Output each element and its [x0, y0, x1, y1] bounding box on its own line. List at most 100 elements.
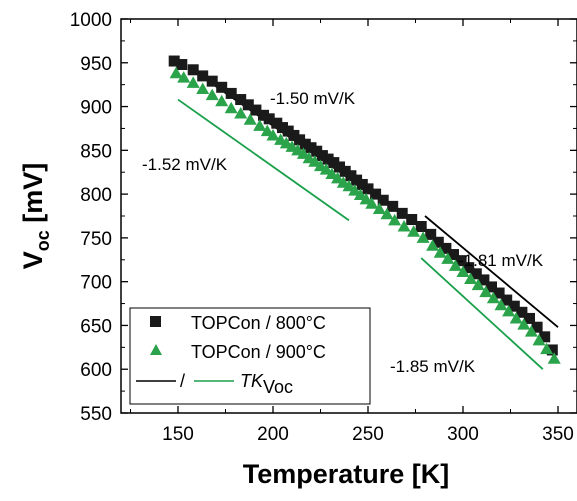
y-tick-label: 800 [80, 185, 112, 206]
annotation-slope-900-low: -1.52 mV/K [142, 155, 228, 174]
series-900-point [342, 179, 356, 192]
series-900-point [266, 128, 280, 141]
series-900-point [359, 192, 373, 205]
series-800-point [362, 183, 374, 195]
series-800-point [250, 104, 262, 116]
y-tick-label: 700 [80, 273, 112, 294]
x-tick-label: 350 [542, 424, 574, 445]
series-800-point [440, 242, 452, 254]
series-900-point [380, 207, 394, 220]
series-800-point [334, 161, 345, 173]
y-tick-label: 650 [80, 316, 112, 337]
series-900-point [517, 318, 531, 330]
legend-label-800: TOPCon / 800°C [191, 313, 326, 333]
series-900-point [243, 113, 257, 125]
y-tick-label: 550 [80, 404, 112, 425]
x-axis-title: Temperature [K] [243, 459, 450, 489]
series-900-point [388, 213, 402, 226]
series-900-point [486, 291, 500, 304]
y-axis-title: Voc [mV] [18, 163, 53, 270]
annotation-slope-900-high: -1.85 mV/K [390, 357, 476, 376]
series-800-point [271, 117, 283, 129]
fit-line-3 [420, 257, 544, 370]
series-900-point [509, 311, 523, 324]
series-900-point [177, 71, 191, 83]
x-tick-label: 150 [162, 424, 194, 445]
series-800-point [432, 236, 444, 248]
series-800-point [508, 300, 520, 312]
series-800-point [216, 81, 228, 93]
series-800-point [225, 87, 237, 99]
series-800-point [448, 249, 459, 261]
legend-label-900: TOPCon / 900°C [191, 342, 326, 362]
series-900-point [205, 88, 219, 101]
legend-box [129, 307, 371, 405]
legend: TOPCon / 800°C TOPCon / 900°C / TK Voc [129, 307, 371, 405]
series-800-point [328, 157, 340, 169]
y-tick-label: 1000 [70, 10, 112, 31]
series-900-point [397, 220, 411, 232]
axis-ticks: 550 600 650 700 750 800 850 900 950 1000 150 200 250… [70, 10, 577, 445]
series-900-point [471, 278, 485, 291]
y-axis-title-unit: [mV] [18, 163, 48, 231]
x-tick-label: 250 [352, 424, 384, 445]
series-800-point [282, 125, 294, 137]
legend-tk-label: TK [240, 371, 264, 391]
fit-line-2 [424, 215, 559, 328]
series-900-point [365, 197, 379, 209]
series-900-point [331, 171, 345, 184]
series-800-point [316, 150, 328, 162]
series-800-point [396, 207, 408, 219]
series-800-point [455, 255, 467, 267]
series-800-point [206, 75, 218, 87]
series-900-point [547, 352, 561, 364]
series-900-point [260, 124, 274, 137]
y-tick-label: 900 [80, 98, 112, 119]
series-900-point [524, 325, 538, 337]
series-800-point [463, 262, 475, 274]
series-800-point [539, 331, 551, 343]
series-900-point [196, 82, 210, 95]
series-800-point [263, 113, 275, 125]
legend-slash: / [180, 371, 185, 391]
plot-marks [168, 55, 561, 370]
series-900-point [532, 333, 546, 346]
series-900-point [456, 265, 470, 278]
series-800-point [486, 281, 497, 293]
series-900-point [308, 155, 322, 167]
series-800-point [197, 70, 209, 82]
series-800-point [501, 294, 513, 306]
series-900-point [325, 167, 339, 179]
series-800-point [345, 170, 357, 182]
series-800-point [406, 214, 418, 226]
series-800-point [242, 99, 254, 111]
series-800-point [288, 129, 300, 141]
series-800-point [470, 268, 482, 280]
series-900-point [224, 101, 238, 114]
x-tick-label: 200 [257, 424, 289, 445]
series-800-point [305, 142, 317, 154]
series-800-point [235, 94, 247, 106]
x-tick-label: 300 [447, 424, 479, 445]
svg-text:Voc [mV]: Voc [mV] [18, 163, 53, 270]
series-900-point [448, 259, 462, 271]
series-900-point [319, 163, 333, 175]
legend-marker-900 [150, 344, 162, 355]
annotation-slope-800-low: -1.50 mV/K [270, 89, 356, 108]
series-900-point [416, 231, 430, 243]
series-800-point [493, 287, 505, 299]
series-800-point [176, 59, 188, 71]
series-800-point [294, 134, 306, 146]
series-800-point [370, 188, 382, 200]
series-800-point [387, 200, 399, 212]
series-800-point [546, 344, 558, 356]
series-900-point [234, 107, 248, 119]
series-900-point [433, 246, 447, 258]
fit-line-1 [177, 98, 350, 222]
series-800-point [168, 55, 180, 67]
series-900-point [494, 298, 508, 311]
y-axis-title-subscript: oc [33, 230, 53, 251]
y-tick-label: 850 [80, 141, 112, 162]
series-800-point [516, 306, 528, 318]
